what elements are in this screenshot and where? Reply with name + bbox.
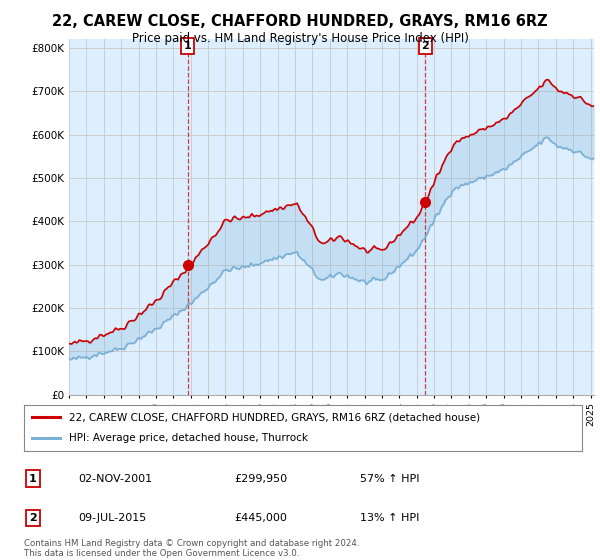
Text: £299,950: £299,950: [234, 474, 287, 484]
Text: 13% ↑ HPI: 13% ↑ HPI: [360, 513, 419, 523]
Text: 22, CAREW CLOSE, CHAFFORD HUNDRED, GRAYS, RM16 6RZ (detached house): 22, CAREW CLOSE, CHAFFORD HUNDRED, GRAYS…: [68, 412, 480, 422]
Text: 22, CAREW CLOSE, CHAFFORD HUNDRED, GRAYS, RM16 6RZ: 22, CAREW CLOSE, CHAFFORD HUNDRED, GRAYS…: [52, 14, 548, 29]
Text: 1: 1: [184, 41, 191, 51]
Text: 2: 2: [421, 41, 429, 51]
Text: HPI: Average price, detached house, Thurrock: HPI: Average price, detached house, Thur…: [68, 433, 308, 444]
Text: 09-JUL-2015: 09-JUL-2015: [78, 513, 146, 523]
Text: £445,000: £445,000: [234, 513, 287, 523]
Text: Price paid vs. HM Land Registry's House Price Index (HPI): Price paid vs. HM Land Registry's House …: [131, 32, 469, 45]
Text: 1: 1: [29, 474, 37, 484]
Text: Contains HM Land Registry data © Crown copyright and database right 2024.
This d: Contains HM Land Registry data © Crown c…: [24, 539, 359, 558]
Text: 02-NOV-2001: 02-NOV-2001: [78, 474, 152, 484]
Text: 2: 2: [29, 513, 37, 523]
Text: 57% ↑ HPI: 57% ↑ HPI: [360, 474, 419, 484]
